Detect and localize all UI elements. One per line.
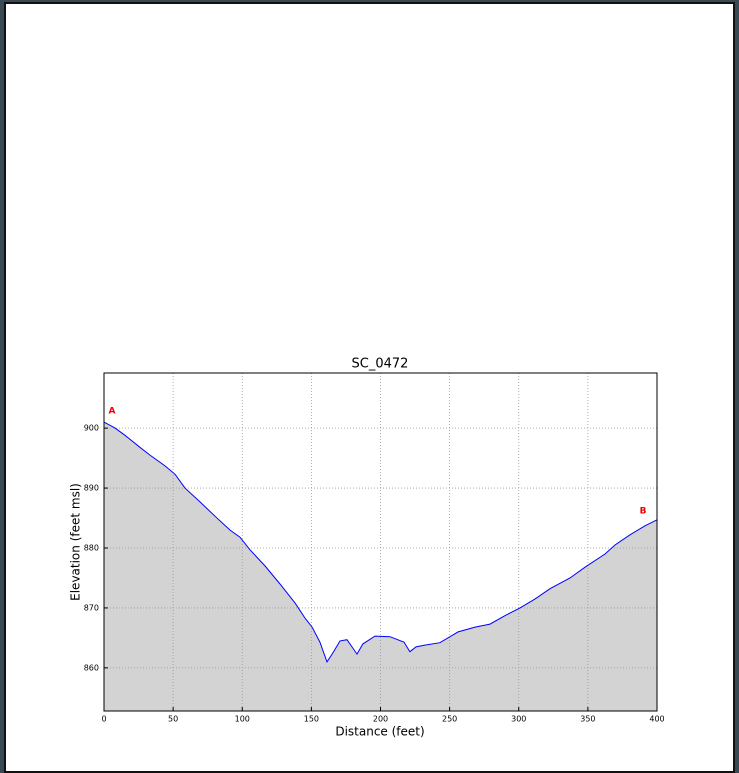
x-tick-label: 200	[373, 715, 388, 724]
x-tick-label: 50	[168, 715, 178, 724]
x-tick-label: 0	[101, 715, 106, 724]
chart: SC_0472 Distance (feet) Elevation (feet …	[0, 0, 739, 771]
y-tick-label: 900	[84, 424, 99, 433]
x-tick-label: 350	[580, 715, 595, 724]
x-tick-label: 300	[511, 715, 526, 724]
chart-title: SC_0472	[352, 357, 409, 372]
x-tick-label: 400	[649, 715, 664, 724]
y-tick-label: 870	[84, 603, 99, 612]
y-axis-label: Elevation (feet msl)	[69, 483, 83, 601]
y-tick-label: 860	[84, 663, 99, 672]
annotation: B	[640, 507, 647, 517]
x-tick-label: 150	[304, 715, 319, 724]
x-axis-label: Distance (feet)	[335, 725, 424, 739]
x-tick-label: 250	[442, 715, 457, 724]
x-tick-label: 100	[235, 715, 250, 724]
y-tick-label: 890	[84, 484, 99, 493]
y-tick-label: 880	[84, 543, 99, 552]
annotation: A	[109, 407, 116, 417]
page: {"chart_data": {"type": "area", "title":…	[0, 0, 739, 771]
